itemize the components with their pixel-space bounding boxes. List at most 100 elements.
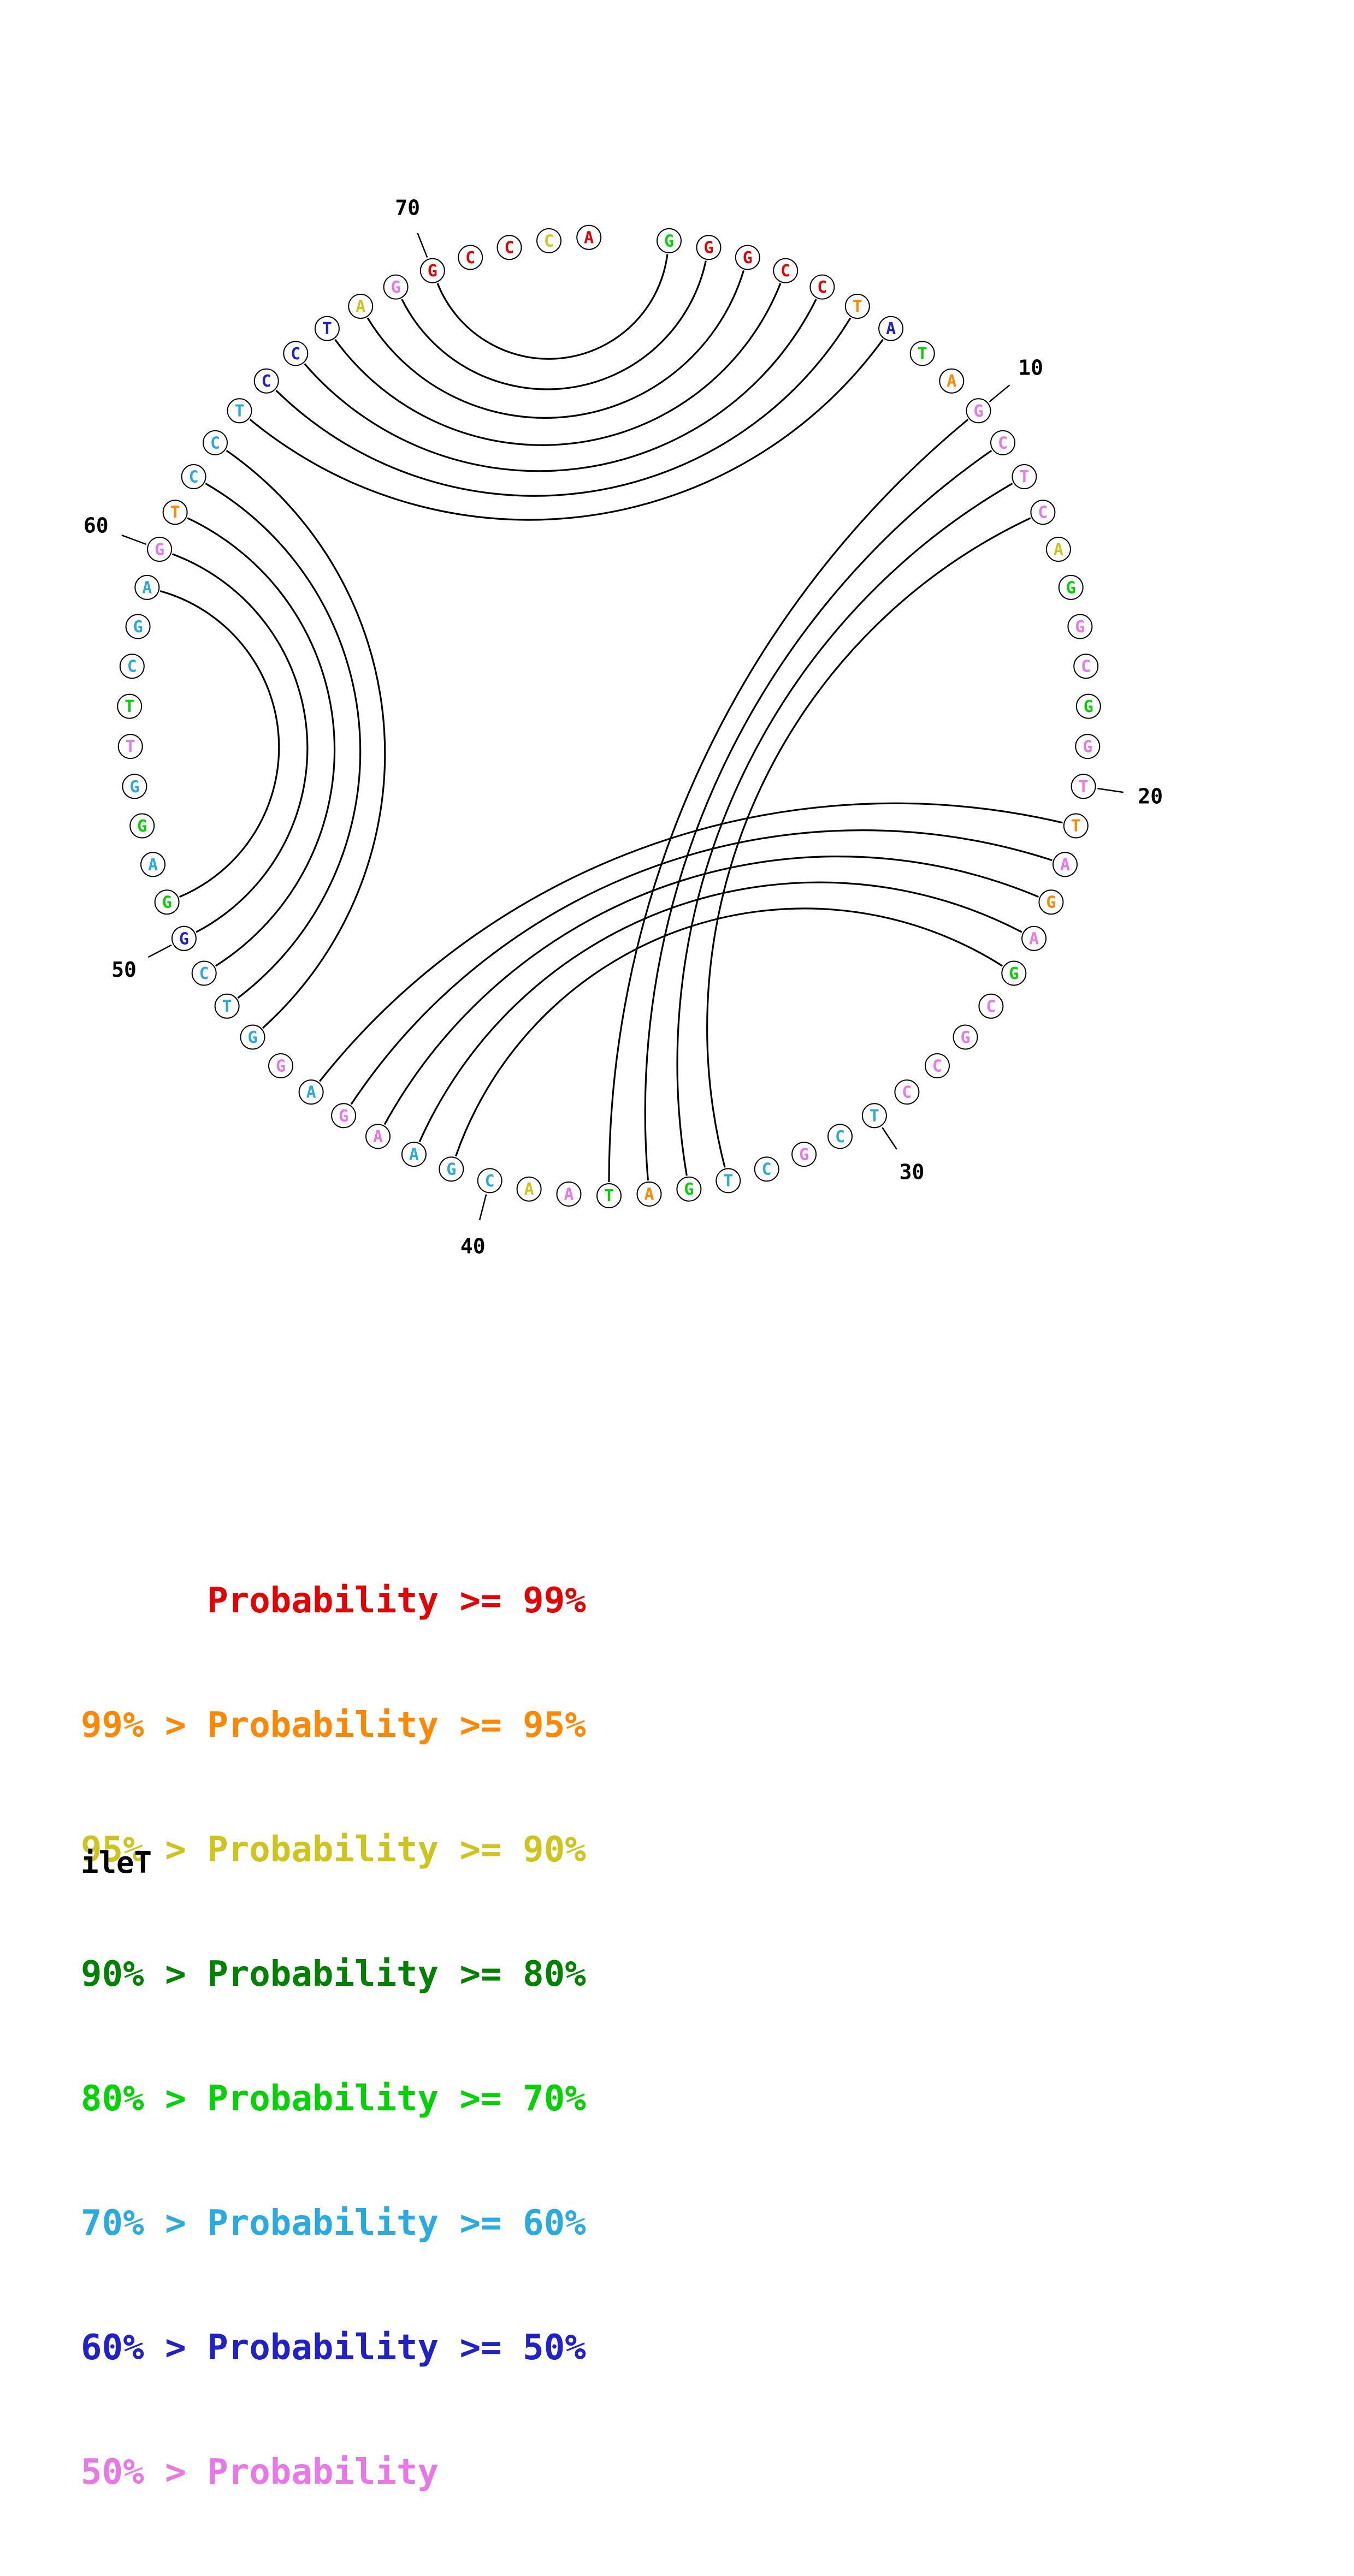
nucleotide-letter: G xyxy=(339,1107,348,1126)
nucleotide-letter: T xyxy=(1071,817,1081,836)
nucleotide-circle xyxy=(147,537,173,562)
basepair-arc xyxy=(383,856,1039,1125)
basepair-arc xyxy=(318,802,1063,1082)
nucleotide-letter: G xyxy=(743,248,753,268)
position-pointer-line xyxy=(417,233,428,258)
nucleotide-letter: G xyxy=(129,777,139,797)
nucleotide-circle xyxy=(129,813,155,839)
nucleotide-letter: G xyxy=(799,1145,809,1165)
basepair-arc xyxy=(350,829,1053,1105)
nucleotide-circle xyxy=(1058,574,1084,600)
nucleotide-circle xyxy=(556,1181,582,1207)
nucleotide-letter: A xyxy=(584,228,594,247)
nucleotide-circle xyxy=(990,430,1015,455)
nucleotide-letter: G xyxy=(960,1028,970,1047)
nucleotide-circle xyxy=(809,274,835,300)
nucleotide-circle xyxy=(636,1181,662,1207)
nucleotide-circle xyxy=(253,368,279,394)
nucleotide-letter: A xyxy=(356,298,365,317)
nucleotide-circle xyxy=(1021,925,1047,951)
nucleotide-letter: C xyxy=(986,997,996,1016)
nucleotide-circle xyxy=(596,1183,622,1208)
nucleotide-letter: G xyxy=(1066,578,1076,597)
nucleotide-circle xyxy=(536,228,561,253)
nucleotide-letter: G xyxy=(155,541,164,560)
basepair-arc xyxy=(608,419,969,1183)
nucleotide-letter: G xyxy=(179,929,189,948)
legend-row-p95: 99% > Probability >= 95% xyxy=(81,1705,586,1746)
position-pointer-line xyxy=(882,1127,897,1150)
position-label: 70 xyxy=(395,195,420,219)
nucleotide-circle xyxy=(458,245,483,270)
nucleotide-circle xyxy=(754,1156,779,1182)
nucleotide-circle xyxy=(171,925,197,951)
nucleotide-letter: T xyxy=(222,997,232,1016)
nucleotide-letter: T xyxy=(125,697,134,716)
nucleotide-circle xyxy=(773,258,799,283)
nucleotide-circle xyxy=(331,1103,357,1129)
nucleotide-circle xyxy=(676,1176,702,1202)
legend-row-p70: 80% > Probability >= 70% xyxy=(81,2079,586,2119)
nucleotide-letter: C xyxy=(127,657,137,676)
nucleotide-circle xyxy=(154,889,180,915)
nucleotide-circle xyxy=(439,1156,464,1182)
nucleotide-letter: A xyxy=(148,856,158,875)
nucleotide-letter: C xyxy=(762,1160,772,1179)
basepair-arc xyxy=(275,317,852,497)
nucleotide-letter: C xyxy=(210,434,220,453)
basepair-arc xyxy=(159,590,280,898)
nucleotide-letter: G xyxy=(684,1180,694,1199)
nucleotide-circle xyxy=(925,1053,950,1078)
nucleotide-letter: G xyxy=(276,1057,286,1076)
legend-row-p50: 60% > Probability >= 50% xyxy=(81,2328,586,2368)
position-label: 20 xyxy=(1138,784,1163,808)
basepair-arc xyxy=(706,517,1031,1168)
nucleotide-letter: A xyxy=(142,578,152,597)
basepair-arc xyxy=(644,449,992,1181)
nucleotide-circle xyxy=(477,1168,502,1194)
basepair-arc xyxy=(366,270,745,419)
basepair-arc xyxy=(676,483,1013,1176)
nucleotide-circle xyxy=(419,258,445,283)
nucleotide-circle xyxy=(383,274,409,300)
nucleotide-circle xyxy=(1071,774,1096,799)
nucleotide-circle xyxy=(966,398,991,424)
basepair-arc xyxy=(436,254,669,360)
nucleotide-circle xyxy=(657,228,682,253)
basepair-arc xyxy=(334,283,782,446)
position-label: 50 xyxy=(111,958,137,982)
nucleotide-letter: C xyxy=(262,372,271,391)
plot-title: ileT xyxy=(81,1845,152,1880)
nucleotide-circle xyxy=(240,1024,265,1050)
basepair-arc xyxy=(172,553,309,933)
nucleotide-letter: T xyxy=(918,345,927,364)
nucleotide-letter: C xyxy=(1038,503,1048,523)
nucleotide-circle xyxy=(827,1124,853,1149)
nucleotide-circle xyxy=(1075,693,1101,719)
nucleotide-circle xyxy=(716,1168,741,1194)
nucleotide-circle xyxy=(1045,537,1071,562)
nucleotide-letter: G xyxy=(703,239,713,258)
nucleotide-letter: T xyxy=(1079,777,1089,797)
nucleotide-circle xyxy=(268,1053,293,1078)
nucleotide-circle xyxy=(516,1176,542,1202)
position-pointer-line xyxy=(989,384,1010,402)
nucleotide-circle xyxy=(348,294,374,319)
nucleotide-circle xyxy=(140,852,165,877)
nucleotide-circle xyxy=(191,960,217,986)
nucleotide-circle xyxy=(1063,813,1089,839)
nucleotide-circle xyxy=(1075,734,1101,759)
nucleotide-circle xyxy=(1030,500,1056,525)
nucleotide-letter: G xyxy=(973,402,983,421)
nucleotide-letter: A xyxy=(886,319,896,339)
nucleotide-letter: C xyxy=(504,239,514,258)
nucleotide-letter: G xyxy=(391,278,401,297)
nucleotide-letter: G xyxy=(133,618,143,637)
nucleotide-circle xyxy=(203,430,228,455)
nucleotide-circle xyxy=(1038,889,1064,915)
position-label: 60 xyxy=(84,514,109,538)
nucleotide-letter: T xyxy=(170,503,180,523)
nucleotide-circle xyxy=(939,368,965,394)
nucleotide-circle xyxy=(365,1124,391,1149)
nucleotide-circle xyxy=(314,316,340,341)
